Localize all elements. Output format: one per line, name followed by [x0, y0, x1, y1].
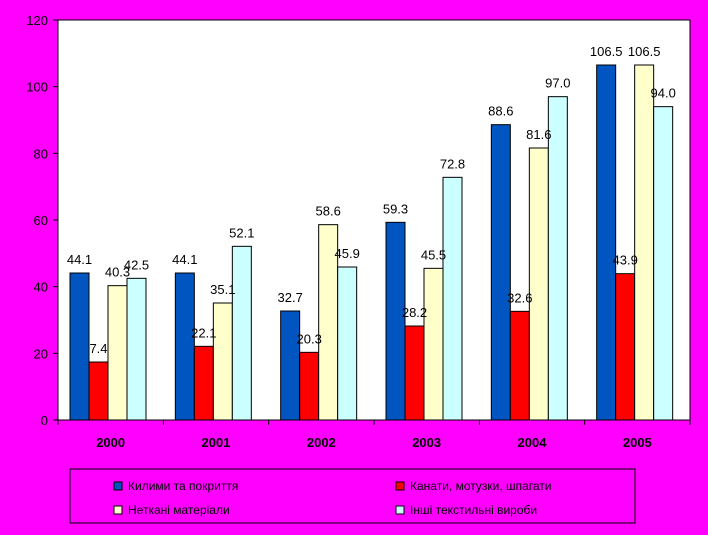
- bar-2004-series-2: [509, 310, 530, 421]
- legend-label-series-1: Килими та покриття: [128, 479, 238, 493]
- bar-2003-series-3: [423, 267, 444, 421]
- bar-2001-series-2: [193, 345, 214, 421]
- bar-2005-series-2: [615, 273, 636, 421]
- bar-2003-series-2: [404, 325, 425, 421]
- bar-2002-series-2: [299, 351, 320, 421]
- y-tick-label: 80: [34, 146, 48, 161]
- legend-label-series-4: Iншi текстильнi вироби: [410, 503, 537, 517]
- legend-label-series-2: Канати, мотузки, шпагати: [410, 479, 552, 493]
- data-label-2001-series-3: 35.1: [210, 282, 235, 297]
- x-category-label-2001: 2001: [202, 435, 231, 450]
- bar-2001-series-1: [174, 272, 195, 421]
- data-label-2000-series-3: 40.3: [105, 265, 130, 280]
- legend: Килими та покриття Канати, мотузки, шпага…: [69, 468, 636, 524]
- data-label-2002-series-3: 58.6: [316, 204, 341, 219]
- x-category-label-2000: 2000: [96, 435, 125, 450]
- legend-box: [69, 468, 636, 524]
- bar-2001-series-4: [231, 245, 252, 421]
- data-label-2003-series-4: 72.8: [440, 156, 465, 171]
- data-label-2002-series-1: 32.7: [278, 290, 303, 305]
- y-tick-label: 20: [34, 346, 48, 361]
- data-label-2002-series-2: 20.3: [297, 331, 322, 346]
- bar-2001-series-3: [212, 302, 233, 421]
- plot-area: [57, 19, 691, 421]
- bar-2002-series-4: [337, 266, 358, 421]
- data-labels-layer: 44.1 44.1 32.7 59.3 88.6 106.5 7.4 22.1 20.3 28.2…: [67, 44, 676, 356]
- data-label-2001-series-2: 22.1: [191, 325, 216, 340]
- bar-2004-series-1: [490, 124, 511, 421]
- legend-swatch-series-2: [395, 481, 405, 491]
- axes-layer: 0 20 40 60 80 100 120 2000 2001 2002 2003 2004 2005: [26, 13, 691, 450]
- data-label-2004-series-3: 81.6: [526, 127, 551, 142]
- bar-2005-series-4: [653, 106, 674, 421]
- data-label-2001-series-4: 52.1: [229, 225, 254, 240]
- x-category-label-2002: 2002: [307, 435, 336, 450]
- data-label-2003-series-2: 28.2: [402, 305, 427, 320]
- data-label-2001-series-1: 44.1: [172, 252, 197, 267]
- data-label-2000-series-1: 44.1: [67, 252, 92, 267]
- data-label-2003-series-3: 45.5: [421, 247, 446, 262]
- bar-2004-series-3: [528, 147, 549, 421]
- y-tick-label: 0: [41, 413, 48, 428]
- bar-2000-series-2: [88, 361, 109, 421]
- bars-layer: [69, 64, 674, 421]
- data-label-2004-series-2: 32.6: [507, 290, 532, 305]
- data-label-2004-series-1: 88.6: [488, 104, 513, 119]
- data-label-2000-series-2: 7.4: [89, 341, 107, 356]
- bar-2000-series-3: [107, 285, 128, 421]
- bar-2004-series-4: [547, 96, 568, 421]
- data-label-2004-series-4: 97.0: [545, 76, 570, 91]
- data-label-2005-series-3: 106.5: [628, 44, 661, 59]
- bar-2000-series-1: [69, 272, 90, 421]
- bar-2000-series-4: [126, 277, 147, 421]
- data-label-2005-series-4: 94.0: [651, 86, 676, 101]
- bar-2002-series-1: [280, 310, 301, 421]
- legend-swatch-series-3: [113, 505, 123, 515]
- bar-2005-series-3: [634, 64, 655, 421]
- legend-swatch-series-4: [395, 505, 405, 515]
- bar-2005-series-1: [596, 64, 617, 421]
- legend-label-series-3: Нетканi матерiали: [128, 503, 230, 517]
- legend-swatch-series-1: [113, 481, 123, 491]
- y-tick-label: 40: [34, 280, 48, 295]
- bar-2003-series-1: [385, 221, 406, 421]
- data-label-2000-series-4: 42.5: [124, 257, 149, 272]
- data-label-2005-series-1: 106.5: [590, 44, 623, 59]
- bar-2003-series-4: [442, 176, 463, 421]
- x-category-label-2004: 2004: [518, 435, 548, 450]
- data-label-2002-series-4: 45.9: [335, 246, 360, 261]
- data-label-2005-series-2: 43.9: [613, 253, 638, 268]
- y-tick-label: 100: [26, 80, 48, 95]
- x-category-label-2005: 2005: [623, 435, 652, 450]
- data-label-2003-series-1: 59.3: [383, 201, 408, 216]
- x-category-label-2003: 2003: [412, 435, 441, 450]
- y-tick-label: 120: [26, 13, 48, 28]
- y-tick-label: 60: [34, 213, 48, 228]
